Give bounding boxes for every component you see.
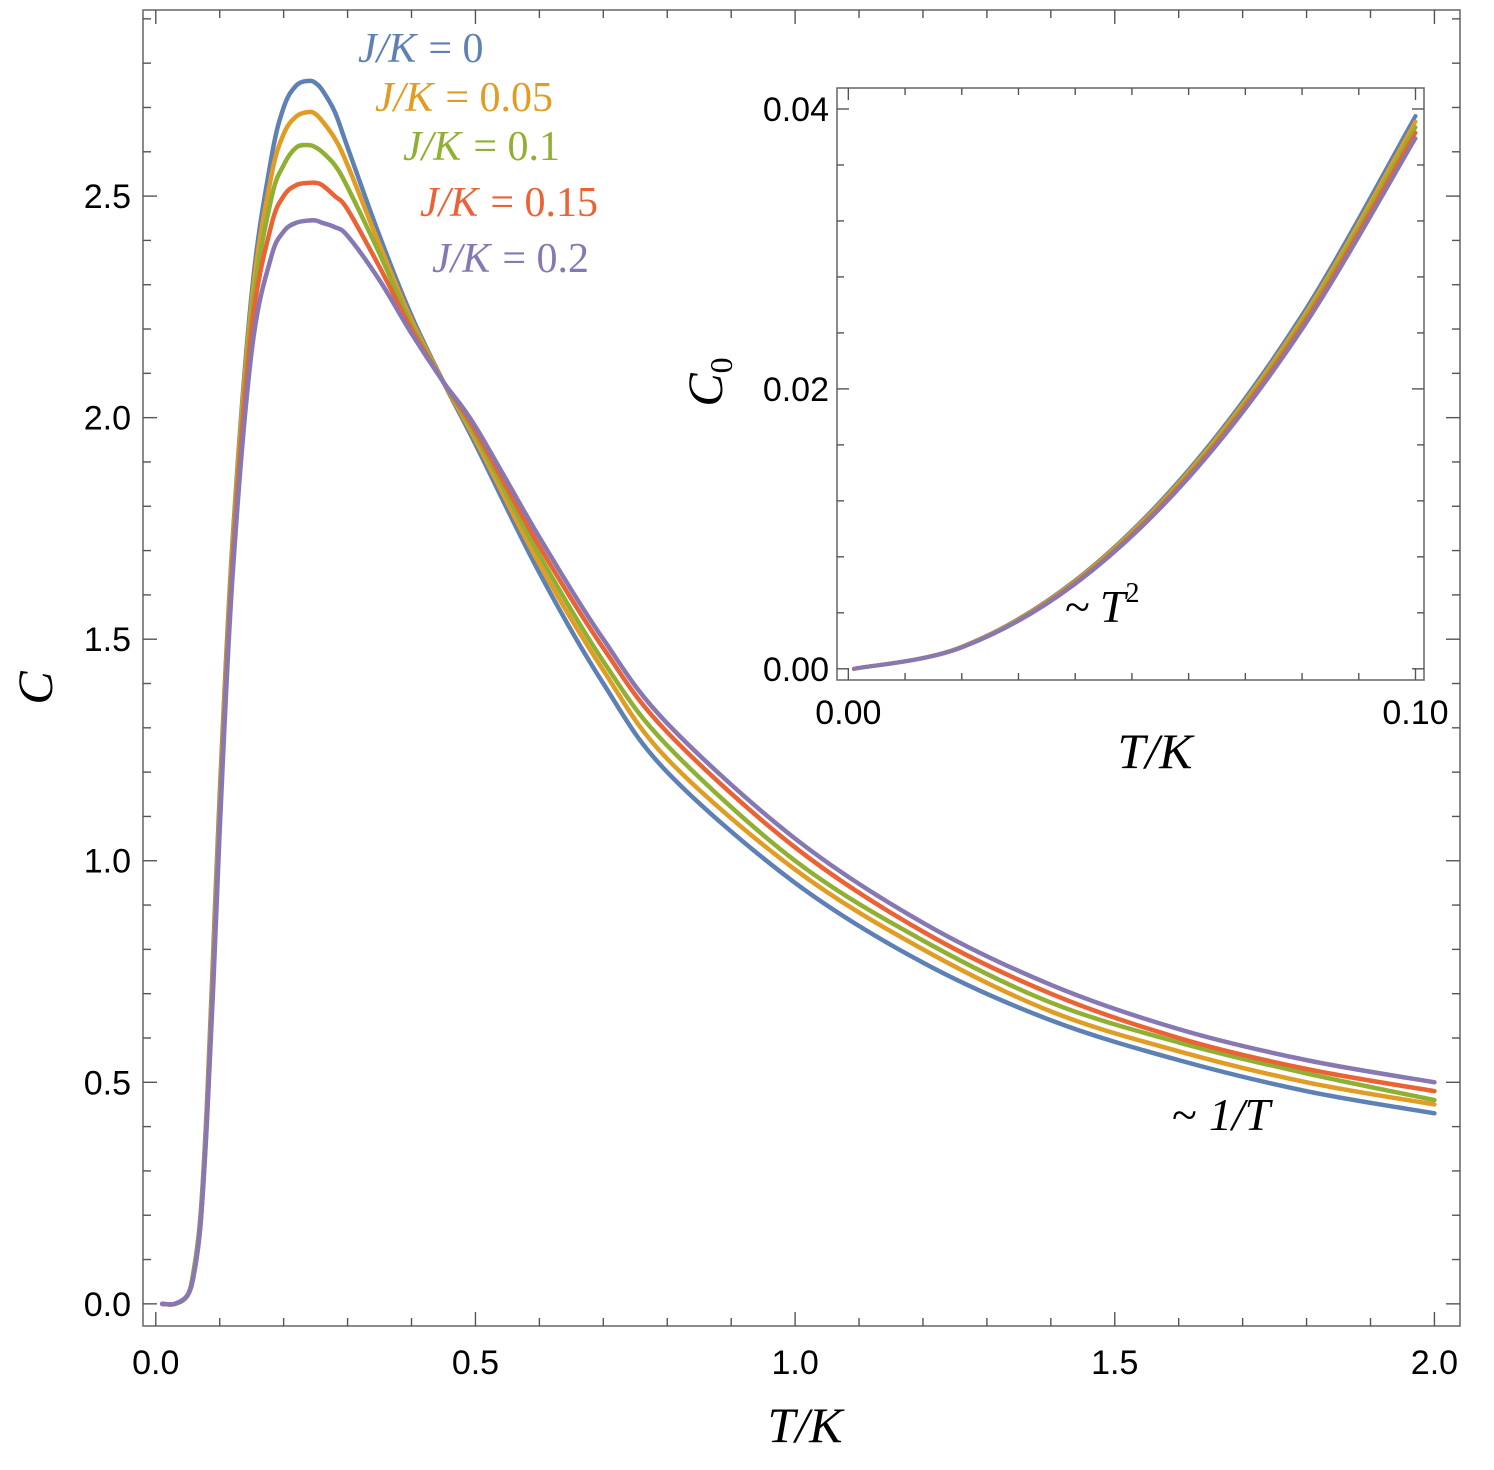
inset-x-axis-title: T/K <box>1117 723 1195 779</box>
series-label-jk-0-15-val: = 0.15 <box>490 180 598 226</box>
inset-plot-frame <box>836 87 1425 681</box>
inset-y-axis-title-symbol: C <box>677 373 733 407</box>
main-plot-frame <box>142 9 1461 1327</box>
inset-ticks <box>837 88 1424 680</box>
main-x-tick-label: 1.0 <box>771 1344 818 1382</box>
series-label-jk-0-2-var: J/K <box>432 236 492 282</box>
annotation-t-squared: ~ T2 <box>1065 578 1139 632</box>
main-plot: 0.0 0.5 1.0 1.5 2.0 0.0 0.5 1.0 1.5 2.0 2.5 T/K C… <box>7 9 1461 1453</box>
series-label-jk-0-val: = 0 <box>428 26 483 72</box>
inset-background <box>837 88 1424 680</box>
inset-y-tick-label: 0.02 <box>763 371 829 409</box>
annotation-one-over-t: ~1/T <box>1172 1089 1274 1140</box>
main-x-axis-title: T/K <box>767 1397 845 1453</box>
series-label-jk-0-15: J/K = 0.15 <box>420 180 598 226</box>
annotation-one-over-t-tilde: ~ <box>1172 1089 1197 1140</box>
main-x-tick-labels: 0.0 0.5 1.0 1.5 2.0 <box>132 1344 1458 1382</box>
inset-y-tick-label: 0.04 <box>763 91 829 129</box>
main-series-j-k-0-2 <box>159 217 1437 1307</box>
main-y-axis-title: C <box>7 671 63 705</box>
series-label-jk-0-05-var: J/K <box>375 75 435 121</box>
inset-x-tick-label: 0.10 <box>1382 694 1448 732</box>
inset-y-axis-title-subscript: 0 <box>703 357 739 373</box>
main-y-tick-label: 0.5 <box>84 1064 131 1102</box>
series-label-jk-0-1-val: = 0.1 <box>473 124 560 170</box>
inset-y-tick-label: 0.00 <box>763 651 829 689</box>
inset-x-tick-labels: 0.00 0.10 <box>815 694 1448 732</box>
inset-plot: 0.00 0.10 0.00 0.02 0.04 T/K C0 ~ T2 <box>677 87 1449 779</box>
main-y-tick-label: 2.5 <box>84 178 131 216</box>
inset-y-axis-title: C0 <box>677 357 739 406</box>
series-label-jk-0: J/K = 0 <box>358 26 484 72</box>
main-y-tick-label: 1.0 <box>84 843 131 881</box>
main-x-tick-label: 0.0 <box>132 1344 179 1382</box>
inset-x-tick-label: 0.00 <box>815 694 881 732</box>
main-curves <box>159 78 1437 1307</box>
annotation-t-squared-tilde: ~ <box>1065 581 1090 632</box>
main-ticks <box>143 10 1460 1326</box>
main-y-tick-label: 1.5 <box>84 621 131 659</box>
inset-series-j-k-0-2 <box>852 136 1418 671</box>
main-y-tick-label: 2.0 <box>84 400 131 438</box>
series-label-jk-0-05-val: = 0.05 <box>445 75 553 121</box>
series-label-jk-0-var: J/K <box>358 26 418 72</box>
inset-curves <box>852 113 1418 671</box>
main-y-tick-labels: 0.0 0.5 1.0 1.5 2.0 2.5 <box>84 178 131 1324</box>
series-label-jk-0-2-val: = 0.2 <box>502 236 589 282</box>
series-label-jk-0-1: J/K = 0.1 <box>403 124 560 170</box>
main-x-tick-label: 2.0 <box>1411 1344 1458 1382</box>
series-label-jk-0-1-var: J/K <box>403 124 463 170</box>
series-label-jk-0-15-var: J/K <box>420 180 480 226</box>
main-x-tick-label: 0.5 <box>452 1344 499 1382</box>
main-y-tick-label: 0.0 <box>84 1286 131 1324</box>
series-label-jk-0-05: J/K = 0.05 <box>375 75 553 121</box>
inset-y-tick-labels: 0.00 0.02 0.04 <box>763 91 829 689</box>
main-x-tick-label: 1.5 <box>1091 1344 1138 1382</box>
annotation-t-squared-base: T <box>1100 581 1129 632</box>
series-label-jk-0-2: J/K = 0.2 <box>432 236 589 282</box>
annotation-t-squared-exponent: 2 <box>1125 578 1139 609</box>
annotation-one-over-t-expr: 1/T <box>1209 1089 1274 1140</box>
